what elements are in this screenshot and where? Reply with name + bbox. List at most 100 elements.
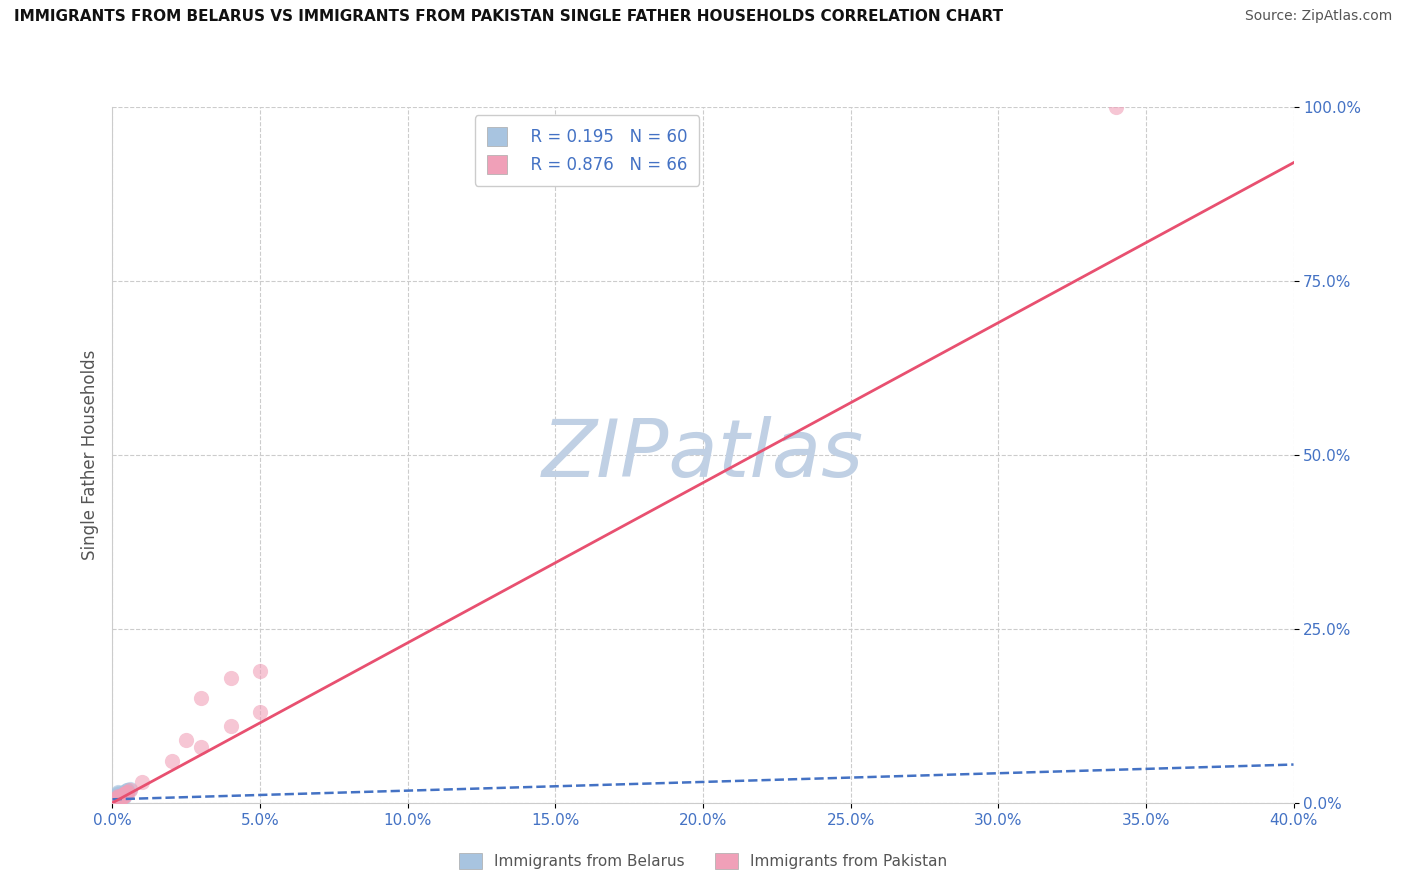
Point xyxy=(107,791,129,805)
Point xyxy=(104,794,127,808)
Point xyxy=(112,786,135,800)
Point xyxy=(107,791,129,805)
Point xyxy=(112,788,135,802)
Point xyxy=(1105,100,1128,114)
Point xyxy=(104,794,127,808)
Point xyxy=(110,789,132,804)
Point xyxy=(110,788,132,802)
Point xyxy=(110,789,132,804)
Point xyxy=(112,785,135,799)
Point xyxy=(107,792,129,806)
Point xyxy=(110,790,132,805)
Text: IMMIGRANTS FROM BELARUS VS IMMIGRANTS FROM PAKISTAN SINGLE FATHER HOUSEHOLDS COR: IMMIGRANTS FROM BELARUS VS IMMIGRANTS FR… xyxy=(14,9,1004,24)
Point xyxy=(110,790,132,805)
Point xyxy=(107,791,129,805)
Point xyxy=(110,788,132,802)
Point xyxy=(110,790,132,805)
Point xyxy=(110,791,132,805)
Point xyxy=(104,792,127,806)
Point xyxy=(107,785,129,799)
Point xyxy=(104,792,127,806)
Point xyxy=(110,790,132,805)
Point xyxy=(104,793,127,807)
Point xyxy=(104,790,127,805)
Point xyxy=(110,791,132,805)
Point xyxy=(107,793,129,807)
Point xyxy=(117,783,138,797)
Point xyxy=(104,794,127,808)
Point xyxy=(112,787,135,801)
Point xyxy=(104,789,127,803)
Point xyxy=(107,789,129,804)
Point xyxy=(107,791,129,805)
Point xyxy=(107,792,129,806)
Point xyxy=(104,793,127,807)
Point xyxy=(104,794,127,808)
Point xyxy=(112,788,135,802)
Point xyxy=(107,791,129,805)
Point xyxy=(112,786,135,800)
Text: Source: ZipAtlas.com: Source: ZipAtlas.com xyxy=(1244,9,1392,23)
Point xyxy=(112,787,135,801)
Point xyxy=(104,793,127,807)
Point xyxy=(107,792,129,806)
Point xyxy=(104,792,127,806)
Point xyxy=(110,789,132,803)
Point xyxy=(190,740,212,755)
Point xyxy=(107,791,129,805)
Point xyxy=(107,791,129,805)
Text: ZIPatlas: ZIPatlas xyxy=(541,416,865,494)
Point xyxy=(112,788,135,802)
Point xyxy=(112,788,135,802)
Point xyxy=(104,794,127,808)
Point xyxy=(112,788,135,802)
Point xyxy=(104,794,127,808)
Point xyxy=(110,790,132,805)
Point xyxy=(110,789,132,804)
Point xyxy=(104,791,127,805)
Point xyxy=(107,792,129,806)
Point xyxy=(249,706,271,720)
Point xyxy=(107,792,129,806)
Point xyxy=(107,789,129,803)
Point xyxy=(117,785,138,799)
Point xyxy=(219,671,242,685)
Point xyxy=(120,781,142,796)
Point xyxy=(104,794,127,808)
Point xyxy=(110,788,132,802)
Point xyxy=(107,792,129,806)
Point xyxy=(131,775,153,789)
Point xyxy=(104,793,127,807)
Point xyxy=(120,783,142,797)
Point xyxy=(112,789,135,803)
Point xyxy=(104,794,127,808)
Point xyxy=(107,790,129,805)
Point xyxy=(110,790,132,805)
Point xyxy=(174,733,197,747)
Point xyxy=(117,782,138,797)
Point xyxy=(219,719,242,733)
Point xyxy=(104,791,127,805)
Point xyxy=(104,794,127,808)
Point xyxy=(110,789,132,804)
Point xyxy=(249,664,271,678)
Point xyxy=(112,788,135,802)
Point xyxy=(110,791,132,805)
Legend: Immigrants from Belarus, Immigrants from Pakistan: Immigrants from Belarus, Immigrants from… xyxy=(453,847,953,875)
Point xyxy=(110,789,132,804)
Point xyxy=(107,790,129,805)
Point xyxy=(110,790,132,805)
Point xyxy=(110,789,132,803)
Point xyxy=(107,788,129,802)
Point xyxy=(112,789,135,803)
Point xyxy=(107,792,129,806)
Point xyxy=(104,789,127,803)
Legend:   R = 0.195   N = 60,   R = 0.876   N = 66: R = 0.195 N = 60, R = 0.876 N = 66 xyxy=(475,115,699,186)
Point xyxy=(104,793,127,807)
Point xyxy=(107,786,129,800)
Point xyxy=(104,794,127,808)
Point xyxy=(117,785,138,799)
Point xyxy=(104,793,127,807)
Point xyxy=(112,789,135,804)
Point xyxy=(107,791,129,805)
